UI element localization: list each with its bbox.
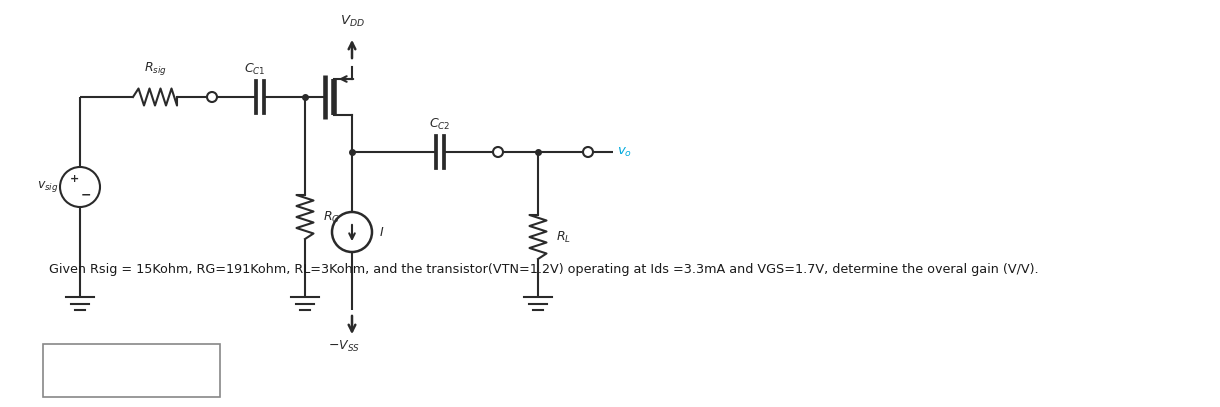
Text: $C_{C1}$: $C_{C1}$ <box>244 62 266 77</box>
Text: −: − <box>81 188 92 201</box>
Circle shape <box>583 147 593 157</box>
Text: $R_{sig}$: $R_{sig}$ <box>144 60 166 77</box>
Text: $v_{sig}$: $v_{sig}$ <box>37 179 59 195</box>
Text: Given Rsig = 15Kohm, RG=191Kohm, RL=3Kohm, and the transistor(VTN=1.2V) operatin: Given Rsig = 15Kohm, RG=191Kohm, RL=3Koh… <box>49 263 1038 276</box>
Text: $V_{DD}$: $V_{DD}$ <box>339 14 365 29</box>
Text: $-V_{SS}$: $-V_{SS}$ <box>328 339 360 354</box>
Text: $v_o$: $v_o$ <box>617 145 632 159</box>
Text: +: + <box>70 174 78 184</box>
Text: $R_L$: $R_L$ <box>556 230 571 245</box>
Circle shape <box>207 92 217 102</box>
Text: $C_{C2}$: $C_{C2}$ <box>429 117 450 132</box>
Circle shape <box>493 147 503 157</box>
Text: $I$: $I$ <box>379 225 384 239</box>
Text: $R_G$: $R_G$ <box>323 210 340 225</box>
